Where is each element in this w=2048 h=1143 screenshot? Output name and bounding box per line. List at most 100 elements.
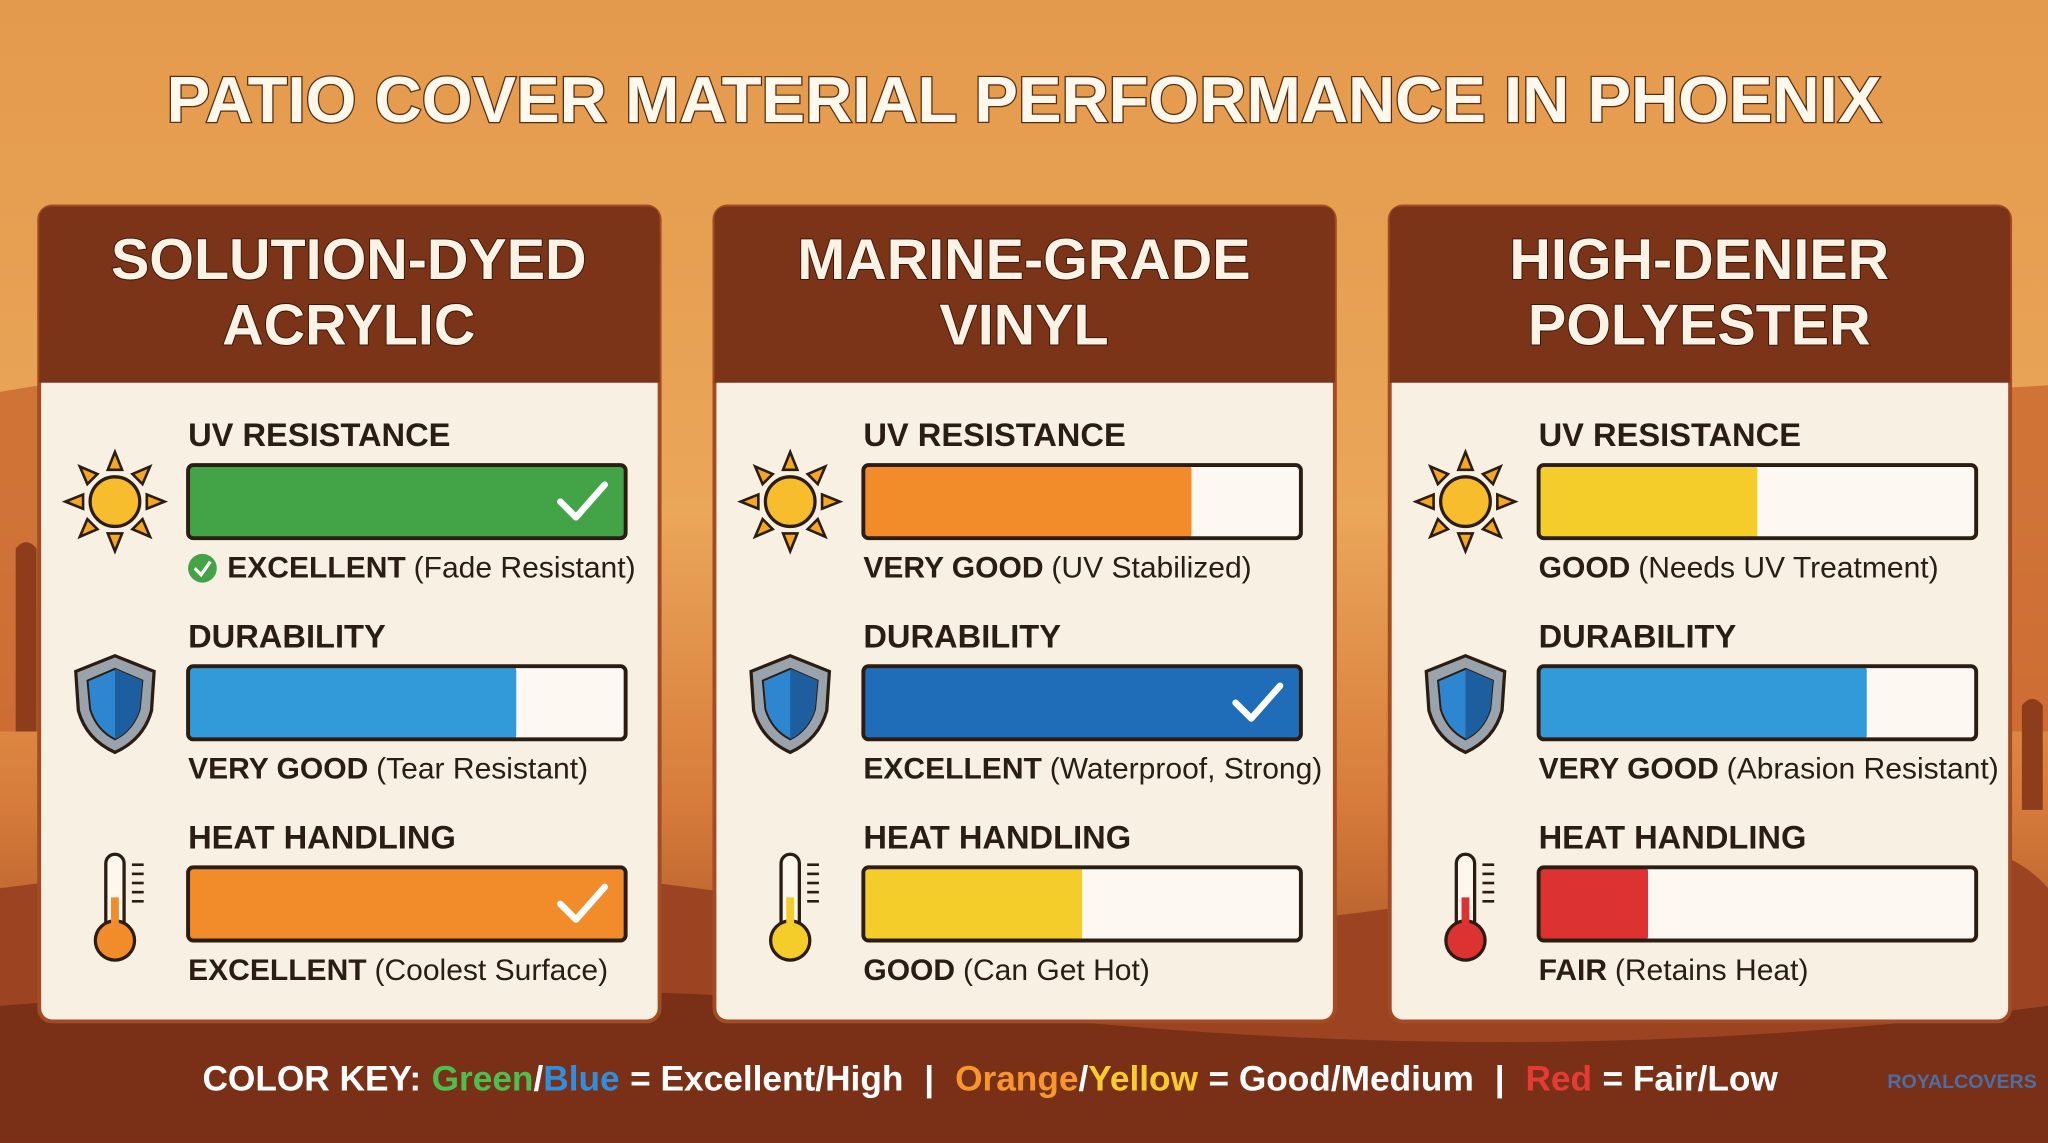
sun-ray bbox=[1412, 492, 1435, 511]
color-key-item: | bbox=[1495, 1060, 1505, 1099]
bar-frame bbox=[861, 463, 1303, 541]
bar bbox=[863, 867, 1083, 941]
rating-note: (Waterproof, Strong) bbox=[1050, 753, 1323, 786]
sun-ray bbox=[820, 492, 844, 511]
bar-frame bbox=[186, 664, 628, 742]
panel-header bbox=[714, 206, 1335, 383]
bar bbox=[188, 465, 626, 539]
rating: EXCELLENT bbox=[188, 954, 367, 987]
sun-ray bbox=[130, 464, 153, 487]
panel-header bbox=[39, 206, 660, 383]
sun-ray bbox=[1427, 516, 1451, 540]
rating-line: FAIR (Retains Heat) bbox=[1539, 954, 1809, 987]
metric-label: HEAT HANDLING bbox=[188, 819, 456, 856]
bar-frame bbox=[861, 664, 1303, 742]
bar-frame bbox=[186, 463, 628, 541]
badge-check bbox=[193, 560, 212, 578]
color-key-item: = Fair/Low bbox=[1603, 1060, 1779, 1099]
sun-ray bbox=[1496, 492, 1519, 511]
bar bbox=[863, 666, 1301, 740]
sun-ray bbox=[805, 516, 828, 540]
sun-ray bbox=[77, 464, 100, 487]
color-key-item: | bbox=[924, 1060, 934, 1099]
shield-shade bbox=[114, 668, 143, 740]
rating: GOOD bbox=[863, 954, 955, 987]
rating-line: VERY GOOD (Tear Resistant) bbox=[188, 753, 588, 786]
color-key-item: COLOR KEY: bbox=[202, 1060, 421, 1099]
sun-ray bbox=[1427, 464, 1451, 487]
thermometer-level bbox=[111, 897, 119, 937]
color-key-item: = Excellent/High bbox=[630, 1060, 903, 1099]
sun-ray bbox=[805, 464, 828, 487]
metric-label: HEAT HANDLING bbox=[863, 819, 1131, 856]
sun-ray bbox=[781, 532, 800, 555]
bar-frame bbox=[1536, 463, 1979, 541]
metric-label: UV RESISTANCE bbox=[188, 416, 450, 453]
panel-title: ACRYLIC bbox=[222, 293, 475, 357]
sun-ray bbox=[77, 516, 100, 540]
bar bbox=[863, 465, 1192, 539]
metric-label: HEAT HANDLING bbox=[1539, 819, 1807, 856]
sun-ray bbox=[1456, 532, 1475, 555]
bar bbox=[188, 867, 626, 941]
metric-label: DURABILITY bbox=[863, 617, 1061, 654]
metric-label: UV RESISTANCE bbox=[1539, 416, 1801, 453]
rating-line: EXCELLENT (Coolest Surface) bbox=[188, 954, 608, 987]
sun-ray bbox=[781, 448, 800, 472]
bar bbox=[1538, 867, 1648, 941]
bar bbox=[188, 666, 517, 740]
sun-ray bbox=[752, 464, 775, 487]
logo: ROYALCOVERS bbox=[1887, 1071, 2036, 1093]
bar bbox=[1538, 465, 1758, 539]
panel-header bbox=[1389, 206, 2011, 383]
color-key-item: Orange bbox=[955, 1060, 1078, 1099]
check-mark bbox=[557, 481, 608, 521]
color-key-item: Red bbox=[1525, 1060, 1592, 1099]
rating: VERY GOOD bbox=[1539, 753, 1719, 786]
thermometer-level bbox=[786, 897, 795, 937]
rating-line: GOOD (Can Get Hot) bbox=[863, 954, 1150, 987]
metric-label: DURABILITY bbox=[1539, 617, 1737, 654]
rating-line: VERY GOOD (Abrasion Resistant) bbox=[1539, 753, 1999, 786]
rating-note: (Fade Resistant) bbox=[414, 551, 636, 584]
check-mark bbox=[1232, 682, 1284, 722]
rating-note: (UV Stabilized) bbox=[1051, 551, 1251, 584]
sun-icon bbox=[763, 475, 817, 529]
rating-note: (Coolest Surface) bbox=[374, 954, 608, 987]
shield-shade bbox=[790, 668, 818, 740]
rating-line: EXCELLENT (Fade Resistant) bbox=[227, 551, 635, 584]
color-key-item: Green bbox=[432, 1060, 534, 1099]
panel-title: VINYL bbox=[939, 293, 1108, 357]
bar-frame bbox=[1536, 865, 1979, 943]
sun-ray bbox=[130, 516, 153, 540]
bar-frame bbox=[861, 865, 1303, 943]
rating: GOOD bbox=[1539, 551, 1631, 584]
metric-label: DURABILITY bbox=[188, 617, 386, 654]
color-key-item: Yellow bbox=[1088, 1060, 1198, 1099]
bar bbox=[1538, 666, 1867, 740]
color-key-item: / bbox=[1078, 1060, 1088, 1099]
sun-ray bbox=[1480, 464, 1504, 487]
rating-line: EXCELLENT (Waterproof, Strong) bbox=[863, 753, 1322, 786]
shield-shade bbox=[1465, 668, 1493, 740]
panel-title: SOLUTION-DYED bbox=[111, 228, 587, 292]
rating: EXCELLENT bbox=[863, 753, 1042, 786]
rating: FAIR bbox=[1539, 954, 1608, 987]
metric-label: UV RESISTANCE bbox=[863, 416, 1125, 453]
sun-ray bbox=[105, 532, 124, 555]
color-key: COLOR KEY: Green/Blue = Excellent/High | Ora… bbox=[202, 1060, 1778, 1099]
rating: VERY GOOD bbox=[863, 551, 1043, 584]
color-key-item: / bbox=[533, 1060, 543, 1099]
rating-note: (Abrasion Resistant) bbox=[1727, 753, 1999, 786]
bar-frame bbox=[186, 865, 628, 943]
panel-title: MARINE-GRADE bbox=[797, 228, 1250, 292]
check-mark bbox=[557, 883, 608, 923]
bar-frame bbox=[1536, 664, 1979, 742]
sun-icon bbox=[1439, 475, 1492, 529]
sun-ray bbox=[105, 448, 124, 472]
badge bbox=[188, 553, 217, 583]
ground bbox=[0, 988, 2048, 1143]
sun-ray bbox=[145, 492, 169, 511]
panel-title: POLYESTER bbox=[1528, 293, 1871, 357]
